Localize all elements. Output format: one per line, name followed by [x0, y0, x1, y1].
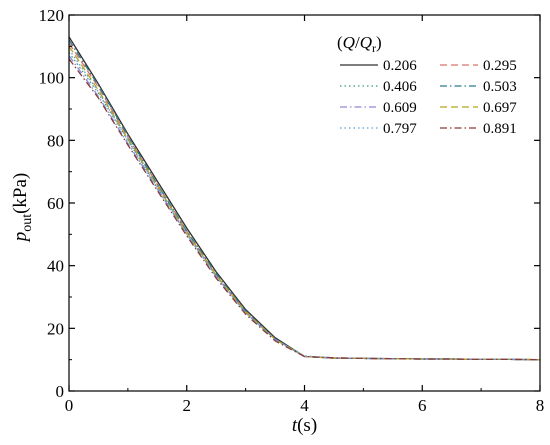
- x-tick-label: 2: [183, 396, 192, 415]
- series-line-0-206: [68, 36, 541, 361]
- y-axis-subscript: out: [20, 214, 35, 232]
- legend-label: 0.503: [483, 79, 517, 95]
- legend-item-0-697: 0.697: [440, 100, 517, 116]
- legend-item-0-206: 0.206: [340, 58, 417, 74]
- legend-label: 0.295: [483, 58, 517, 74]
- legend-title-qr: Q: [360, 33, 372, 52]
- series-line-0-891: [68, 58, 541, 361]
- legend-item-0-295: 0.295: [440, 58, 517, 74]
- legend-title: (Q/Qr): [337, 33, 382, 55]
- y-tick-label: 100: [39, 69, 65, 88]
- axes-layer: [68, 14, 541, 392]
- legend-label: 0.891: [483, 121, 517, 137]
- y-tick-label: 60: [47, 194, 64, 213]
- legend-title-close: ): [376, 33, 382, 52]
- y-tick-label: 40: [47, 257, 64, 276]
- legend-item-0-797: 0.797: [340, 121, 417, 137]
- legend-label: 0.206: [383, 58, 417, 74]
- y-axis-variable: p: [10, 232, 31, 244]
- y-tick-label: 0: [56, 382, 65, 401]
- series-line-0-797: [68, 49, 541, 361]
- legend-label: 0.797: [383, 121, 417, 137]
- plot-frame: [68, 14, 541, 392]
- series-line-0-503: [68, 39, 541, 361]
- x-tick-label: 4: [300, 396, 309, 415]
- legend-item-0-609: 0.609: [340, 100, 417, 116]
- series-line-0-697: [68, 45, 541, 361]
- x-axis-unit: (s): [297, 415, 317, 436]
- series-line-0-406: [68, 52, 541, 361]
- series-layer: [68, 36, 541, 361]
- y-tick-label: 80: [47, 131, 64, 150]
- legend-item-0-503: 0.503: [440, 79, 517, 95]
- y-axis-unit: (kPa): [10, 173, 31, 214]
- x-tick-label: 8: [536, 396, 545, 415]
- legend-title-open: (: [337, 33, 343, 52]
- legend-label: 0.406: [383, 79, 417, 95]
- legend-label: 0.609: [383, 100, 417, 116]
- y-tick-label: 20: [47, 319, 64, 338]
- y-tick-label: 120: [39, 6, 65, 25]
- legend-item-0-891: 0.891: [440, 121, 517, 137]
- legend-items: 0.206 0.295 0.406 0.503 0.609 0.697 0.797 0.891: [340, 58, 517, 137]
- legend-title-q: Q: [343, 33, 355, 52]
- x-axis-title: t(s): [292, 415, 317, 436]
- y-axis-title: pout(kPa): [10, 173, 35, 244]
- legend-label: 0.697: [483, 100, 517, 116]
- x-tick-label: 0: [65, 396, 74, 415]
- x-axis-variable: t: [292, 415, 298, 436]
- legend-title-sub: r: [372, 41, 376, 55]
- x-tick-label: 6: [418, 396, 427, 415]
- series-line-0-609: [68, 55, 541, 361]
- legend-title-slash: /: [355, 33, 360, 52]
- series-line-0-295: [68, 42, 541, 361]
- legend-item-0-406: 0.406: [340, 79, 417, 95]
